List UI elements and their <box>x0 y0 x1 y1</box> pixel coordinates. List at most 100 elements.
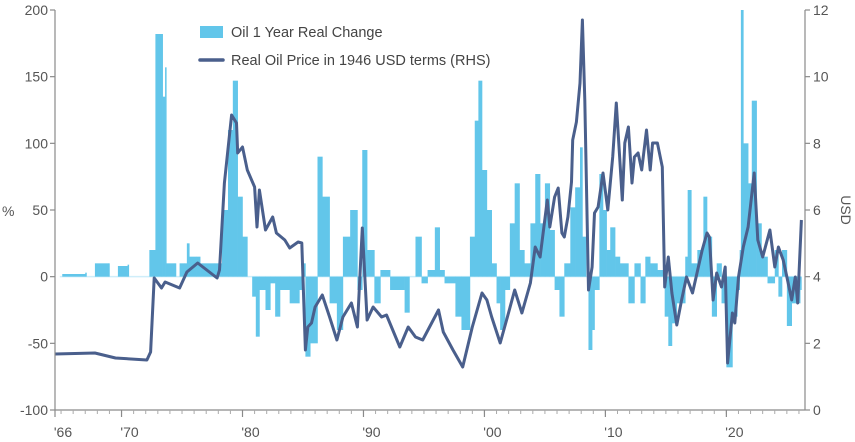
change-bar <box>486 210 492 277</box>
change-bar <box>380 270 391 277</box>
change-bar <box>94 263 109 277</box>
change-bar <box>535 174 541 277</box>
change-bar <box>549 230 555 277</box>
change-bar <box>362 150 368 277</box>
x-tick-label: '10 <box>604 424 622 440</box>
change-bar <box>606 250 611 277</box>
change-bar <box>721 276 727 304</box>
change-bar <box>221 210 229 277</box>
change-bar <box>342 236 351 277</box>
change-bar <box>280 276 290 290</box>
change-bar <box>252 276 257 297</box>
change-bar <box>367 250 375 277</box>
change-bar <box>582 236 587 277</box>
change-bar <box>336 276 344 330</box>
change-bar <box>305 276 311 357</box>
change-bar <box>559 276 565 317</box>
right-axis-label: USD <box>838 195 854 225</box>
y-left-tick-label: -100 <box>20 402 48 418</box>
change-bar <box>329 276 338 304</box>
y-left-tick-label: 100 <box>25 135 49 151</box>
change-bar <box>108 263 110 277</box>
price-line-group <box>54 18 803 369</box>
y-left-tick-label: 0 <box>40 269 48 285</box>
y-left-tick-label: -50 <box>28 335 48 351</box>
change-bar <box>610 227 616 277</box>
x-tick-label: '20 <box>725 424 743 440</box>
change-bar <box>657 270 665 277</box>
change-bar <box>196 256 201 277</box>
change-bar <box>259 276 266 290</box>
change-bar <box>592 276 595 330</box>
change-bar <box>726 276 733 368</box>
change-bar <box>615 256 621 277</box>
change-bar <box>415 236 422 277</box>
change-bar <box>580 147 583 277</box>
change-bar <box>761 256 768 277</box>
x-tick-label: '70 <box>120 424 138 440</box>
legend: Oil 1 Year Real Change Real Oil Price in… <box>198 25 490 69</box>
change-bar <box>302 263 306 277</box>
change-bar <box>242 236 248 277</box>
change-bar <box>732 276 738 317</box>
change-bar <box>255 276 260 337</box>
change-bar <box>514 183 520 277</box>
change-bar <box>575 187 581 277</box>
change-bar <box>374 276 381 304</box>
change-bar <box>155 34 162 277</box>
change-bar <box>786 276 792 326</box>
change-bar <box>509 223 515 277</box>
change-bar <box>166 263 176 277</box>
change-bar <box>455 276 462 317</box>
change-bar <box>289 276 300 304</box>
change-bar <box>634 263 641 277</box>
change-bar <box>299 276 304 290</box>
change-bar <box>767 276 776 284</box>
change-bar <box>161 34 163 277</box>
x-tick-label: '66 <box>54 424 72 440</box>
change-bar <box>687 190 692 277</box>
y-right-tick-label: 2 <box>813 335 821 351</box>
change-bar <box>645 256 651 277</box>
change-bar <box>162 96 166 277</box>
change-bar <box>628 276 635 304</box>
change-bar <box>232 80 238 277</box>
change-bar <box>671 276 678 324</box>
change-bar <box>570 207 576 277</box>
change-bar <box>149 250 155 277</box>
y-left-tick-label: 150 <box>25 69 49 85</box>
change-bar <box>650 263 658 277</box>
legend-line-label: Real Oil Price in 1946 USD terms (RHS) <box>231 53 490 69</box>
y-right-tick-label: 10 <box>813 69 829 85</box>
y-left-tick-label: 200 <box>25 2 49 18</box>
change-bar <box>237 196 243 277</box>
y-left-tick-label: 50 <box>32 202 48 218</box>
change-bar <box>505 276 511 290</box>
change-bar <box>664 276 669 317</box>
change-bar <box>439 270 445 277</box>
change-bar <box>544 183 551 277</box>
change-bar <box>530 223 536 277</box>
change-bar <box>317 156 323 277</box>
change-bar <box>444 276 456 284</box>
change-bar <box>640 276 646 304</box>
change-bar <box>186 243 190 277</box>
change-bar <box>588 276 593 350</box>
change-bar <box>676 276 686 304</box>
change-bar <box>474 120 479 277</box>
change-bar <box>165 67 167 277</box>
change-bar <box>434 227 440 277</box>
change-bar <box>461 276 471 330</box>
x-tick-label: '90 <box>362 424 380 440</box>
change-bar <box>469 236 476 277</box>
y-right-tick-label: 6 <box>813 202 821 218</box>
change-bar <box>350 210 358 277</box>
change-bar <box>668 276 673 346</box>
change-bar <box>404 276 410 313</box>
change-bar <box>62 274 86 277</box>
change-bar <box>390 276 405 290</box>
real-oil-price-line <box>54 18 803 369</box>
change-bar <box>154 250 156 277</box>
change-bar <box>500 276 506 330</box>
